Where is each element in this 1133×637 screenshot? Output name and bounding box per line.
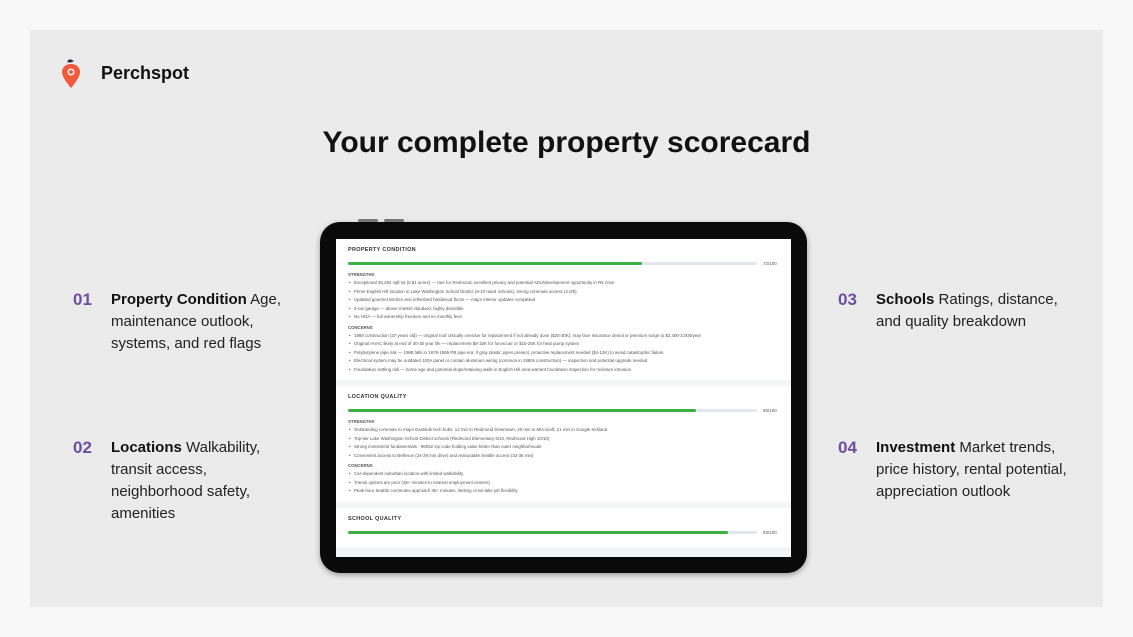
score-label: 72/100 — [763, 261, 777, 266]
feature-investment: 04 Investment Market trends, price histo… — [838, 437, 1068, 503]
concerns-list: 1988 construction (37 years old) — origi… — [348, 332, 779, 375]
strengths-item: 3-car garage — above market standard, hi… — [348, 305, 779, 314]
feature-desc: Market trends, price history, rental pot… — [876, 439, 1067, 500]
feature-number: 02 — [73, 438, 92, 457]
strengths-item: No HOA — full ownership freedom and no m… — [348, 313, 779, 322]
score-bar — [348, 530, 757, 534]
score-row: 93/100 — [348, 530, 779, 535]
score-bar-fill — [348, 530, 729, 534]
score-bar — [348, 409, 757, 412]
feature-property-condition: 01 Property Condition Age, maintenance o… — [73, 289, 293, 355]
strengths-label: STRENGTHS — [348, 272, 375, 277]
concerns-item: Car-dependent suburban location with lim… — [348, 470, 779, 479]
score-label: 85/100 — [763, 408, 777, 413]
strengths-label: STRENGTHS — [348, 419, 375, 424]
tablet-button — [358, 219, 378, 222]
concerns-item: Polybutylene pipe risk — 1988 falls in 1… — [348, 349, 779, 358]
feature-locations: 02 Locations Walkability, transit access… — [73, 437, 273, 525]
feature-title: Property Condition — [111, 291, 247, 308]
feature-number: 04 — [838, 438, 857, 457]
strengths-list: Exceptional 35,284 sqft lot (0.81 acres)… — [348, 279, 779, 322]
feature-schools: 03 Schools Ratings, distance, and qualit… — [838, 289, 1068, 333]
scorecard-section: PROPERTY CONDITION 72/100 STRENGTHS Except… — [336, 239, 791, 380]
brand-logo: Perchspot — [61, 56, 189, 90]
score-row: 72/100 — [348, 261, 779, 266]
strengths-item: Outstanding commute to major Eastside te… — [348, 426, 779, 435]
brand-name: Perchspot — [101, 62, 190, 83]
score-row: 85/100 — [348, 408, 779, 413]
score-label: 93/100 — [763, 529, 777, 535]
feature-desc: Age, maintenance outlook, systems, and r… — [111, 291, 282, 352]
strengths-item: Top-tier Lake Washington School District… — [348, 435, 779, 444]
feature-desc: Ratings, distance, and quality breakdown — [876, 291, 1058, 330]
strengths-list: Outstanding commute to major Eastside te… — [348, 426, 779, 460]
score-bar-fill — [348, 409, 696, 412]
concerns-item: 1988 construction (37 years old) — origi… — [348, 332, 779, 341]
scorecard-section: SCHOOL QUALITY 93/100 — [336, 507, 791, 547]
strengths-item: Convenient access to Bellevue (24-29 min… — [348, 452, 779, 461]
tablet-device: PROPERTY CONDITION 72/100 STRENGTHS Except… — [320, 219, 807, 573]
scorecard-section: LOCATION QUALITY 85/100 STRENGTHS Outstand… — [336, 386, 791, 502]
score-bar-fill — [348, 262, 643, 265]
feature-desc: Walkability, transit access, neighborhoo… — [111, 439, 261, 522]
feature-title: Locations — [111, 439, 182, 456]
concerns-item: Electrical system may be outdated 100A p… — [348, 357, 779, 366]
concerns-list: Car-dependent suburban location with lim… — [348, 470, 779, 496]
feature-title: Investment — [876, 439, 956, 456]
concerns-item: Foundation settling risk — home age and … — [348, 366, 779, 375]
strengths-item: Strong investment fundamentals - 98052 z… — [348, 443, 779, 452]
section-title: LOCATION QUALITY — [348, 394, 407, 400]
concerns-item: Transit options are poor (45+ minutes to… — [348, 479, 779, 488]
page-title: Your complete property scorecard — [322, 126, 811, 159]
score-bar — [348, 262, 757, 265]
map-pin-bird-icon — [62, 59, 80, 88]
feature-title: Schools — [876, 291, 935, 308]
tablet-screen: PROPERTY CONDITION 72/100 STRENGTHS Except… — [336, 239, 791, 557]
tablet-button — [384, 219, 404, 222]
concerns-label: CONCERNS — [348, 463, 373, 468]
concerns-item: Original HVAC likely at end of 30-35 yea… — [348, 340, 779, 349]
concerns-label: CONCERNS — [348, 324, 373, 330]
feature-number: 01 — [73, 290, 92, 309]
strengths-item: Exceptional 35,284 sqft lot (0.81 acres)… — [348, 279, 779, 288]
strengths-item: Updated gourmet kitchen and refinished h… — [348, 296, 779, 305]
section-title: SCHOOL QUALITY — [348, 515, 402, 522]
strengths-item: Prime English Hill location in Lake Wash… — [348, 288, 779, 297]
feature-number: 03 — [838, 290, 857, 309]
concerns-item: Peak-hour Seattle commutes approach 35+ … — [348, 487, 779, 496]
section-title: PROPERTY CONDITION — [348, 247, 416, 253]
